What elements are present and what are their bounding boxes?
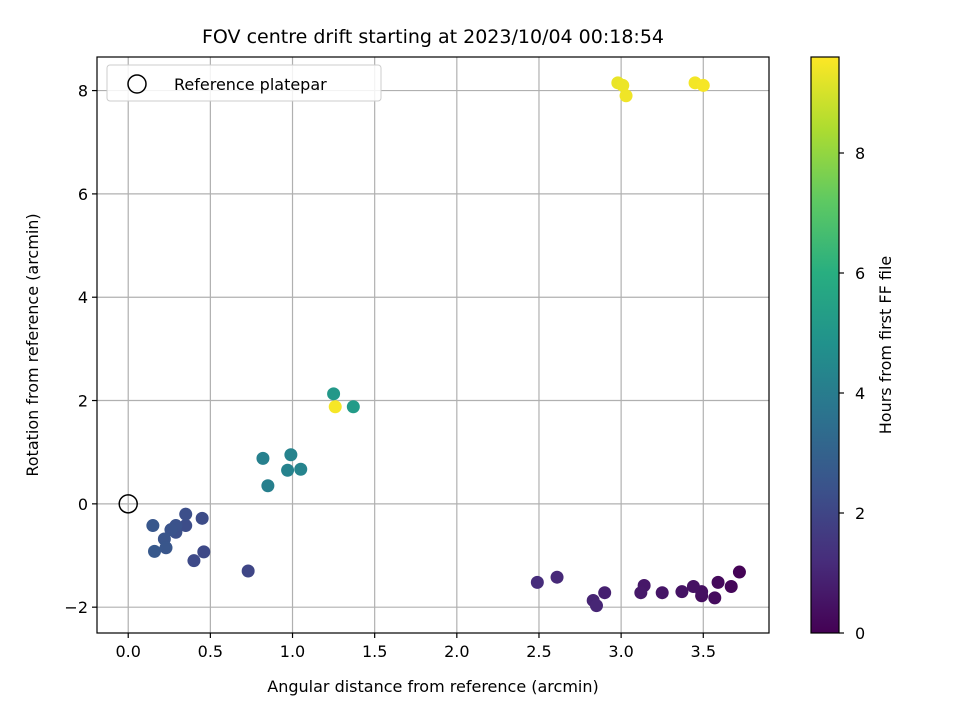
grid-lines	[97, 57, 769, 633]
data-point	[281, 463, 295, 477]
data-point	[187, 554, 201, 568]
x-tick-label: 3.5	[691, 642, 716, 661]
colorbar-tick-label: 2	[855, 504, 865, 523]
colorbar-tick-label: 8	[855, 144, 865, 163]
data-point	[164, 523, 178, 537]
data-point	[346, 400, 360, 414]
y-axis-ticks: −2 0 2 4 6 8	[64, 82, 97, 617]
colorbar-tick-label: 4	[855, 384, 865, 403]
data-point	[634, 586, 648, 600]
colorbar-tick-label: 6	[855, 264, 865, 283]
data-point	[256, 451, 270, 465]
x-tick-label: 0.5	[198, 642, 223, 661]
data-point	[179, 519, 193, 533]
data-points	[146, 76, 746, 613]
legend: Reference platepar	[106, 64, 382, 102]
x-tick-label: 2.5	[526, 642, 551, 661]
y-tick-label: 8	[78, 82, 88, 101]
data-point	[241, 564, 255, 578]
colorbar-ticks: 0 2 4 6 8	[839, 144, 865, 643]
y-axis-label: Rotation from reference (arcmin)	[23, 213, 42, 476]
x-tick-label: 3.0	[608, 642, 633, 661]
reference-platepar-marker	[118, 494, 138, 514]
data-point	[550, 570, 564, 584]
data-point	[179, 507, 193, 521]
data-point	[696, 78, 710, 92]
data-point	[148, 544, 162, 558]
data-point	[327, 387, 341, 401]
data-point	[708, 591, 722, 605]
y-tick-label: 6	[78, 185, 88, 204]
x-axis-ticks: 0.0 0.5 1.0 1.5 2.0 2.5 3.0 3.5	[115, 633, 716, 661]
x-axis-label: Angular distance from reference (arcmin)	[267, 677, 598, 696]
data-point	[724, 580, 738, 594]
data-point	[616, 78, 630, 92]
data-point	[261, 479, 275, 493]
data-point	[732, 565, 746, 579]
data-point	[530, 575, 544, 589]
legend-box	[106, 64, 382, 102]
data-point	[655, 586, 669, 600]
chart-title: FOV centre drift starting at 2023/10/04 …	[202, 26, 664, 48]
x-tick-label: 0.0	[115, 642, 140, 661]
y-tick-label: 4	[78, 288, 88, 307]
data-point	[159, 541, 173, 555]
colorbar	[810, 56, 840, 634]
y-tick-label: 0	[78, 495, 88, 514]
data-point	[675, 585, 689, 599]
y-tick-label: 2	[78, 392, 88, 411]
data-point	[328, 400, 342, 414]
data-point	[294, 462, 308, 476]
x-tick-label: 1.0	[280, 642, 305, 661]
x-tick-label: 1.5	[362, 642, 387, 661]
data-point	[619, 89, 633, 103]
data-point	[195, 511, 209, 525]
data-point	[711, 575, 725, 589]
data-point	[598, 586, 612, 600]
data-point	[686, 580, 700, 594]
data-point	[284, 448, 298, 462]
legend-marker-reference	[127, 74, 147, 94]
data-point	[197, 545, 211, 559]
data-point	[146, 519, 160, 533]
y-tick-label: −2	[64, 598, 88, 617]
x-tick-label: 2.0	[444, 642, 469, 661]
colorbar-tick-label: 0	[855, 624, 865, 643]
legend-entry-reference: Reference platepar	[174, 75, 327, 94]
data-point	[589, 599, 603, 613]
plot-frame	[96, 56, 770, 634]
colorbar-label: Hours from first FF file	[876, 256, 895, 435]
